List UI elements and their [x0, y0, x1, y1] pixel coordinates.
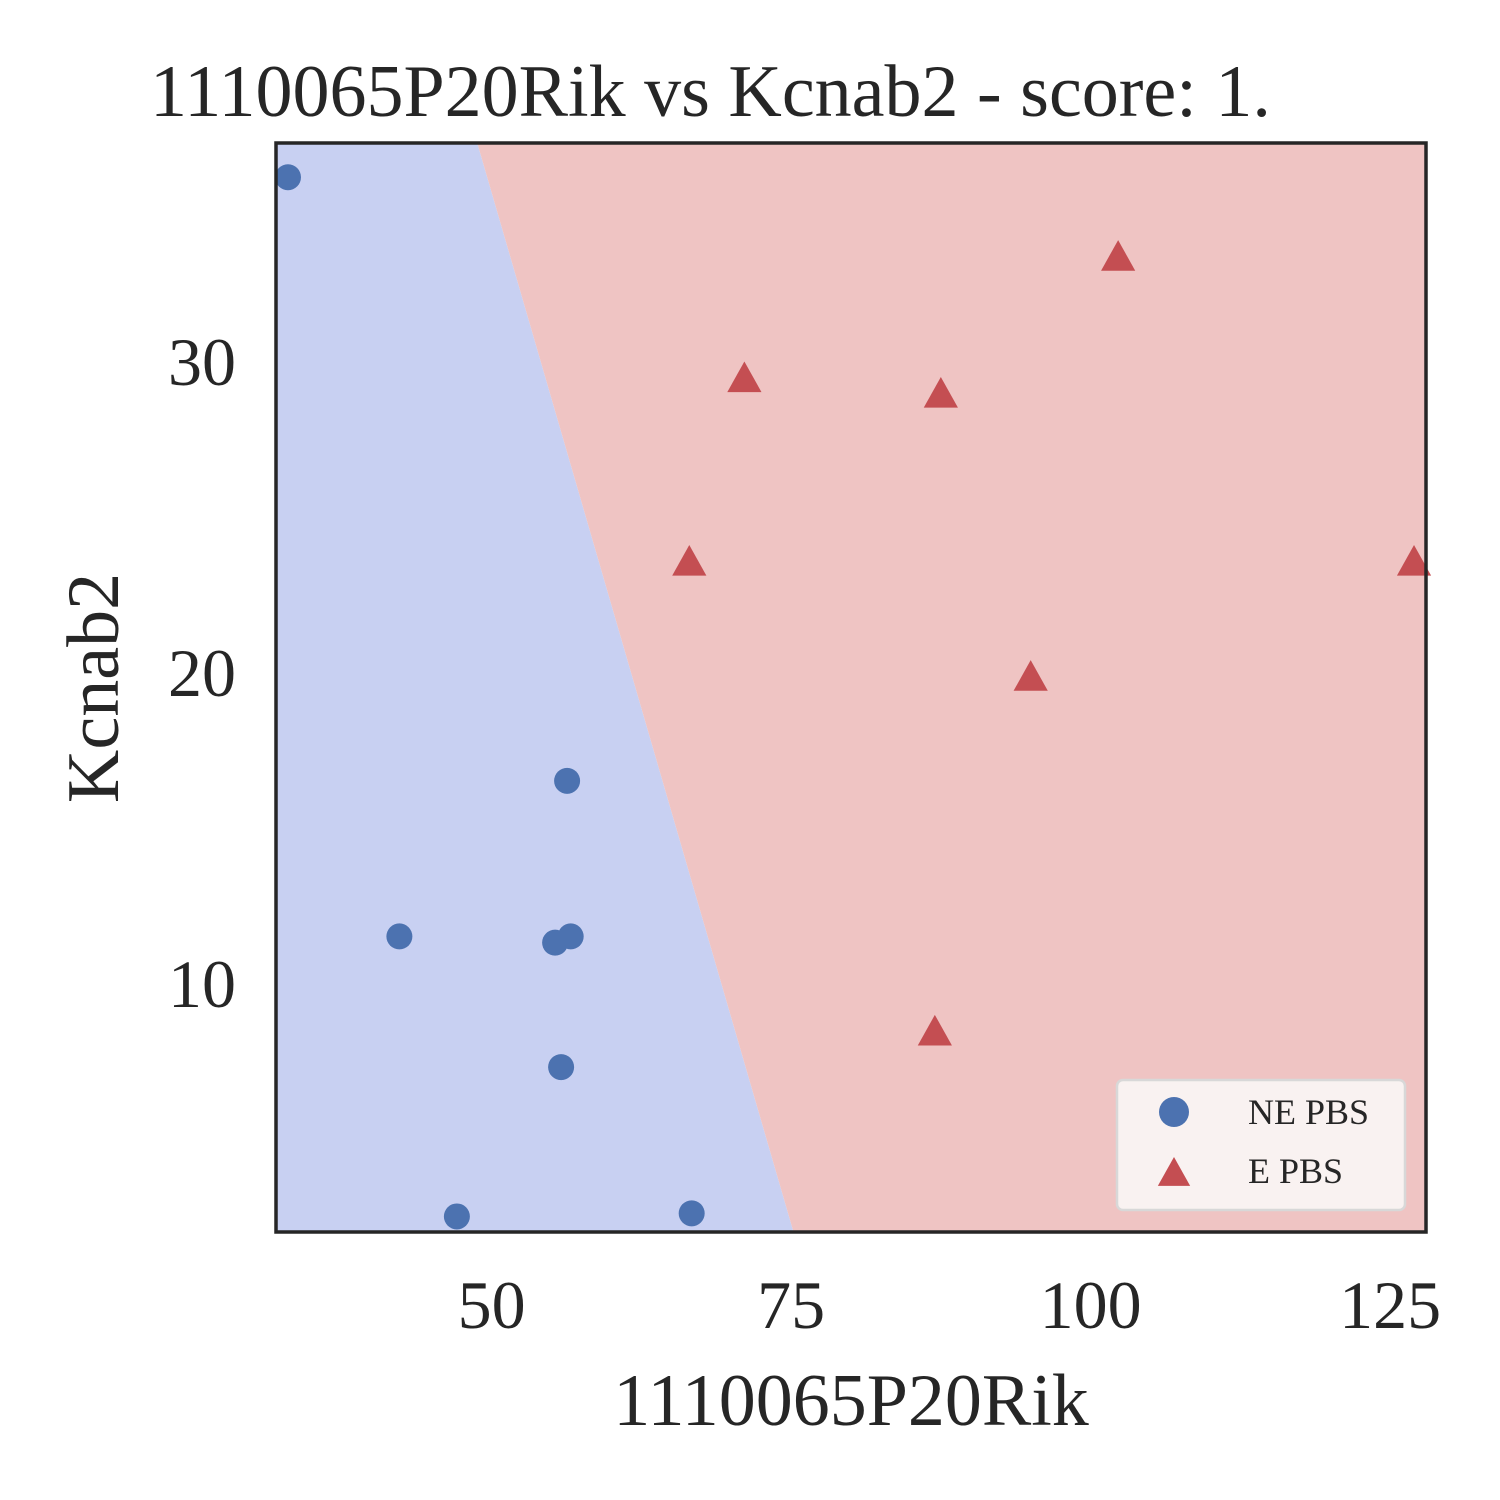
point-ne-pbs-5 — [554, 767, 581, 794]
chart-title: 1110065P20Rik vs Kcnab2 - score: 1. — [150, 51, 1271, 133]
point-ne-pbs-1 — [386, 923, 413, 950]
point-ne-pbs-2 — [443, 1203, 470, 1230]
x-tick-label-125: 125 — [1339, 1267, 1441, 1343]
y-axis-ticks: 10 20 30 — [168, 324, 236, 1022]
legend-marker-ne-pbs — [1159, 1097, 1189, 1127]
y-axis-label: Kcnab2 — [53, 573, 135, 803]
x-axis-ticks: 50 75 100 125 — [458, 1267, 1441, 1343]
point-e-pbs-0 — [672, 545, 707, 576]
point-ne-pbs-4 — [548, 1054, 575, 1081]
point-ne-pbs-0 — [274, 164, 301, 191]
x-tick-label-50: 50 — [458, 1267, 526, 1343]
point-e-pbs-1 — [727, 361, 762, 393]
point-e-pbs-4 — [1013, 660, 1048, 691]
plot-area — [274, 141, 1432, 1234]
y-tick-label-30: 30 — [168, 324, 236, 400]
legend-label-ne-pbs: NE PBS — [1248, 1092, 1369, 1132]
legend-label-e-pbs: E PBS — [1248, 1151, 1343, 1191]
point-e-pbs-2 — [917, 1014, 952, 1046]
x-tick-label-75: 75 — [757, 1267, 825, 1343]
data-points — [274, 164, 1432, 1230]
point-e-pbs-6 — [1396, 545, 1432, 576]
point-ne-pbs-6 — [557, 923, 584, 950]
x-tick-label-100: 100 — [1040, 1267, 1142, 1343]
plot-frame — [274, 141, 1428, 1234]
x-axis-label: 1110065P20Rik — [613, 1360, 1089, 1442]
region-e-pbs — [477, 143, 1426, 1232]
legend-box — [1115, 1078, 1407, 1212]
point-e-pbs-3 — [923, 377, 958, 408]
point-e-pbs-5 — [1101, 240, 1136, 271]
y-tick-label-20: 20 — [168, 635, 236, 711]
region-ne-pbs — [276, 143, 794, 1232]
legend: NE PBS E PBS — [1115, 1078, 1407, 1212]
legend-marker-e-pbs — [1157, 1157, 1191, 1186]
point-ne-pbs-7 — [678, 1200, 705, 1227]
y-tick-label-10: 10 — [168, 946, 236, 1022]
